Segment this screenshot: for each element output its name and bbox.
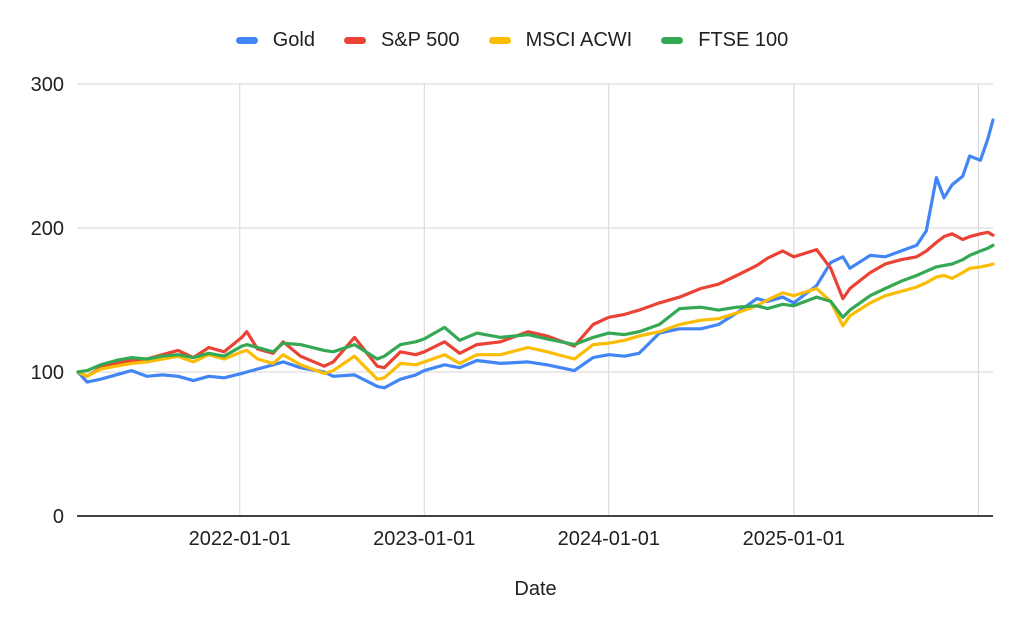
x-axis-tick-label: 2023-01-01 bbox=[373, 528, 475, 550]
legend-item-ftse-100: FTSE 100 bbox=[661, 29, 788, 52]
legend-swatch-gold bbox=[235, 37, 258, 44]
legend-swatch-msci-acwi bbox=[488, 37, 511, 44]
chart-legend: Gold S&P 500 MSCI ACWI FTSE 100 bbox=[0, 29, 1024, 52]
legend-item-msci-acwi: MSCI ACWI bbox=[488, 29, 633, 52]
x-axis-tick-label: 2025-01-01 bbox=[743, 528, 845, 550]
y-axis-tick-label: 100 bbox=[31, 362, 64, 384]
legend-swatch-s-p-500 bbox=[343, 37, 366, 44]
legend-label: S&P 500 bbox=[380, 29, 460, 51]
y-axis-tick-label: 0 bbox=[53, 506, 64, 528]
legend-item-gold: Gold bbox=[235, 29, 315, 52]
legend-swatch-ftse-100 bbox=[661, 37, 684, 44]
x-axis-tick-label: 2022-01-01 bbox=[189, 528, 291, 550]
x-axis-title: Date bbox=[514, 578, 557, 600]
legend-label: Gold bbox=[272, 29, 315, 51]
legend-item-s-p-500: S&P 500 bbox=[343, 29, 460, 52]
series-line-msci-acwi bbox=[76, 262, 995, 381]
series-line-ftse-100 bbox=[76, 243, 995, 374]
legend-label: MSCI ACWI bbox=[525, 29, 633, 51]
x-axis-tick-label: 2024-01-01 bbox=[558, 528, 660, 550]
y-axis-tick-label: 200 bbox=[31, 218, 64, 240]
y-axis-tick-label: 300 bbox=[31, 74, 64, 96]
series-line-gold bbox=[76, 118, 995, 390]
legend-label: FTSE 100 bbox=[698, 29, 789, 51]
